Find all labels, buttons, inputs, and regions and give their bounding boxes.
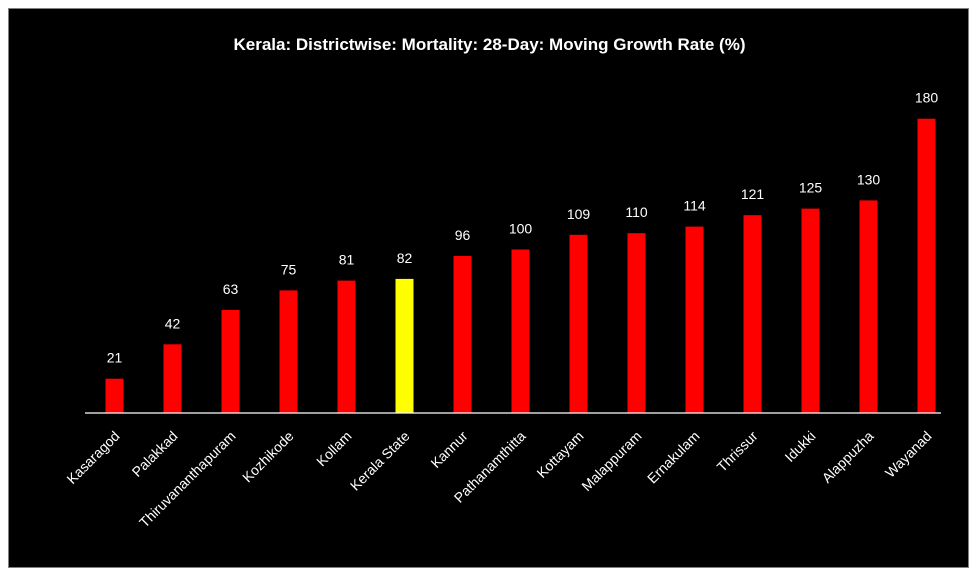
chart-area: Kerala: Districtwise: Mortality: 28-Day:… — [8, 8, 969, 568]
category-label: Kannur — [427, 428, 470, 471]
value-label: 63 — [223, 281, 239, 297]
category-label: Kollam — [313, 428, 355, 470]
value-label: 110 — [625, 204, 648, 220]
bar-wayanad — [917, 118, 936, 413]
category-label: Alappuzha — [819, 428, 877, 486]
value-label: 42 — [165, 315, 181, 331]
bar-thrissur — [743, 215, 762, 413]
value-label: 21 — [107, 350, 123, 366]
bar-chart: 21 42 63 75 81 82 96 100 109 110 114 121 125 130 180 K… — [63, 90, 941, 531]
bar-malappuram — [627, 233, 646, 413]
category-label: Kottayam — [533, 428, 586, 481]
category-label: Kerala State — [347, 428, 413, 494]
bar-pathanamthitta — [511, 249, 530, 413]
bar-kozhikode — [279, 290, 298, 413]
category-label: Palakkad — [129, 428, 181, 480]
value-label: 109 — [567, 206, 591, 222]
value-label: 96 — [455, 227, 471, 243]
value-label: 125 — [799, 180, 823, 196]
bar-kannur — [453, 256, 472, 413]
bars — [105, 118, 936, 413]
bar-palakkad — [163, 344, 182, 413]
bar-kottayam — [569, 234, 588, 413]
category-label: Kozhikode — [239, 428, 297, 486]
value-label: 180 — [915, 90, 939, 106]
bar-idukki — [801, 208, 820, 413]
bar-thiruvananthapuram — [221, 310, 240, 413]
value-label: 121 — [741, 186, 765, 202]
value-label: 75 — [281, 261, 297, 277]
value-labels: 21 42 63 75 81 82 96 100 109 110 114 121 125 130 180 — [107, 90, 939, 366]
value-label: 130 — [857, 171, 881, 187]
bar-alappuzha — [859, 200, 878, 413]
category-label: Malappuram — [578, 428, 644, 494]
bar-kerala-state — [395, 278, 414, 413]
value-label: 81 — [339, 252, 355, 268]
bar-kollam — [337, 280, 356, 413]
category-label: Thiruvananthapuram — [136, 428, 239, 531]
category-label: Wayanad — [882, 428, 935, 481]
bar-ernakulam — [685, 226, 704, 413]
bar-kasaragod — [105, 378, 124, 413]
category-label: Kasaragod — [63, 428, 122, 487]
value-label: 82 — [397, 250, 413, 266]
category-label: Ernakulam — [644, 428, 703, 487]
value-label: 114 — [683, 198, 706, 214]
category-label: Thrissur — [714, 428, 761, 475]
value-label: 100 — [509, 221, 533, 237]
category-label: Idukki — [781, 428, 818, 465]
chart-title: Kerala: Districtwise: Mortality: 28-Day:… — [233, 35, 746, 54]
